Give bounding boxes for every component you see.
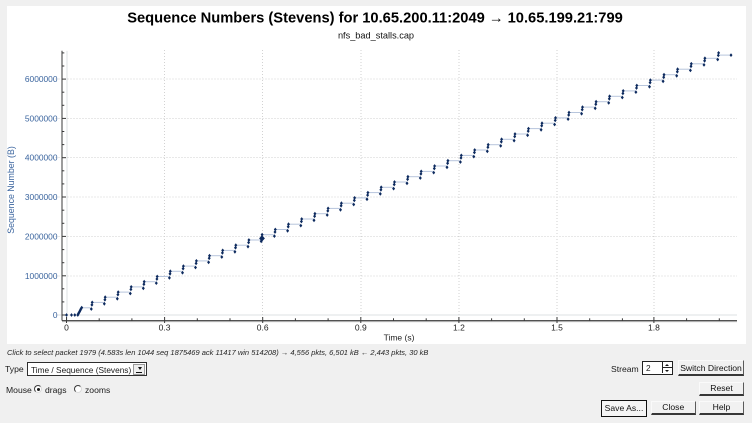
svg-text:5000000: 5000000 (25, 113, 58, 123)
svg-text:2000000: 2000000 (25, 231, 58, 241)
svg-text:nfs_bad_stalls.cap: nfs_bad_stalls.cap (338, 31, 414, 41)
svg-text:1.5: 1.5 (551, 322, 563, 332)
svg-text:Sequence Numbers (Stevens) for: Sequence Numbers (Stevens) for 10.65.200… (127, 10, 623, 26)
svg-text:Time (s): Time (s) (384, 333, 415, 343)
svg-text:0.6: 0.6 (257, 322, 269, 332)
svg-text:0: 0 (64, 322, 69, 332)
svg-text:0.9: 0.9 (355, 322, 367, 332)
svg-text:1.8: 1.8 (648, 322, 660, 332)
svg-text:3000000: 3000000 (25, 192, 58, 202)
svg-text:1000000: 1000000 (25, 271, 58, 281)
svg-text:Sequence Number (B): Sequence Number (B) (7, 146, 16, 234)
svg-text:6000000: 6000000 (25, 74, 58, 84)
svg-text:0.3: 0.3 (159, 322, 171, 332)
svg-text:0: 0 (53, 310, 58, 320)
svg-text:4000000: 4000000 (25, 153, 58, 163)
svg-text:1.2: 1.2 (453, 322, 465, 332)
